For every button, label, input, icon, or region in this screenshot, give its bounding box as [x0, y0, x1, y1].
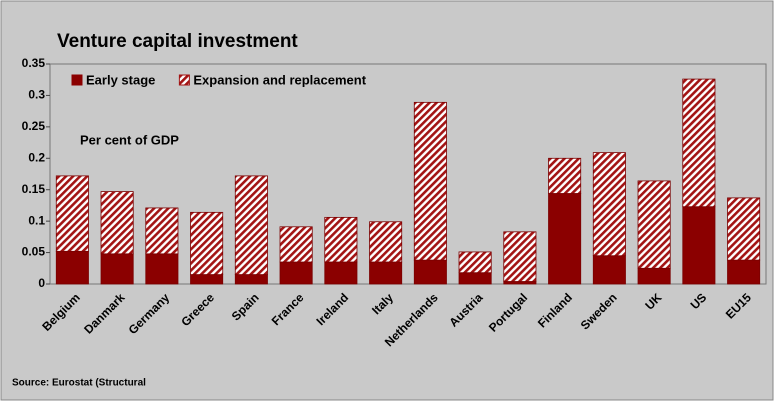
bar-segment — [413, 259, 447, 285]
y-tick-label: 0 — [38, 276, 45, 290]
bar-segment — [727, 197, 761, 261]
bar-segment — [324, 216, 358, 263]
bar-segment — [727, 259, 761, 285]
bar-segment — [503, 231, 537, 282]
bar-segment — [458, 251, 492, 274]
annotation: Per cent of GDP — [80, 132, 179, 147]
bar-segment — [100, 253, 134, 285]
bar-segment — [55, 175, 89, 252]
legend-swatch — [71, 74, 83, 86]
bar-segment — [548, 157, 582, 194]
bar-segment — [682, 206, 716, 285]
bar-segment — [279, 261, 313, 285]
bar-segment — [234, 274, 268, 285]
bar-segment — [592, 152, 626, 257]
bar-segment — [279, 226, 313, 263]
y-tick-label: 0.15 — [22, 182, 46, 196]
source: Source: Eurostat (Structural — [12, 378, 146, 389]
bar-segment — [592, 255, 626, 285]
bar-segment — [190, 274, 224, 285]
bar-segment — [190, 211, 224, 275]
bar-segment — [145, 207, 179, 255]
bar-segment — [413, 101, 447, 261]
y-tick-label: 0.3 — [28, 88, 45, 102]
bar-segment — [324, 261, 358, 285]
bar-segment — [234, 175, 268, 275]
legend-label: Early stage — [86, 72, 155, 87]
legend-label: Expansion and replacement — [193, 72, 366, 87]
y-tick-label: 0.25 — [22, 119, 46, 133]
chart-title: Venture capital investment — [57, 31, 298, 52]
bar-segment — [637, 267, 671, 285]
y-tick-label: 0.2 — [28, 150, 45, 164]
bar-segment — [369, 261, 403, 285]
bar-segment — [369, 221, 403, 263]
bar-segment — [458, 272, 492, 285]
bar-segment — [637, 180, 671, 269]
y-tick-label: 0.05 — [22, 245, 46, 259]
bar-segment — [55, 250, 89, 285]
bar-segment — [548, 193, 582, 285]
legend-swatch — [178, 74, 190, 86]
y-tick-label: 0.1 — [28, 213, 45, 227]
bar-segment — [682, 78, 716, 208]
bar-segment — [100, 191, 134, 255]
y-tick-label: 0.35 — [22, 56, 46, 70]
bar-segment — [145, 253, 179, 285]
